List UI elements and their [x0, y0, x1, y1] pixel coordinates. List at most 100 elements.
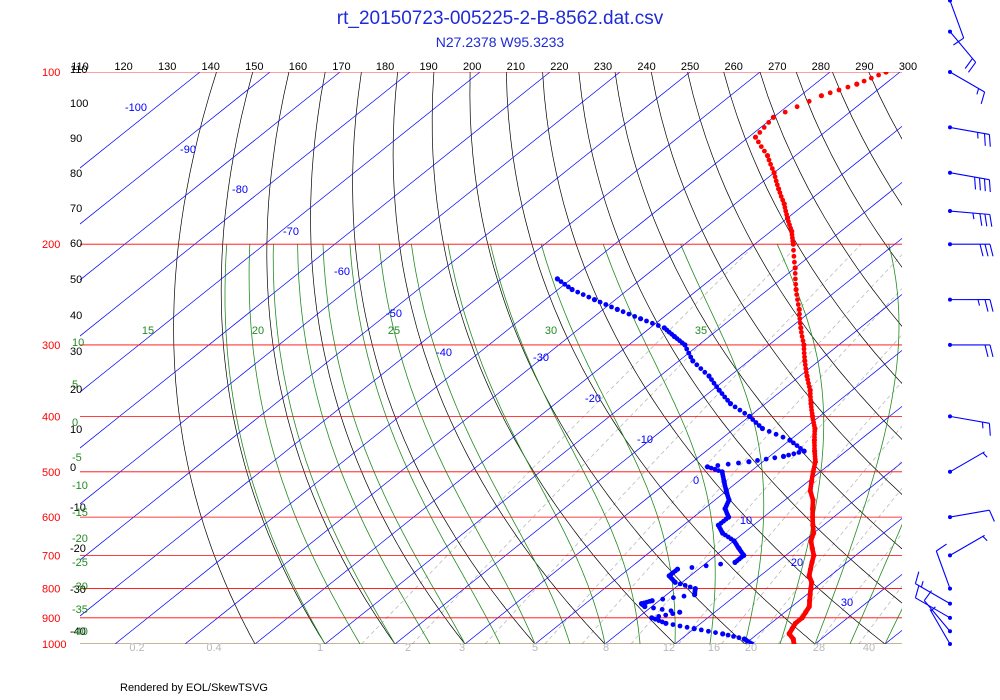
temperature-point: [781, 201, 787, 207]
dewpoint-point: [773, 431, 779, 437]
chart-title: rt_20150723-005225-2-B-8562.dat.csv: [336, 8, 664, 29]
top-axis-tick-label: 230: [594, 61, 612, 73]
dewpoint-point: [554, 276, 561, 282]
dry-adiabat-line: [650, 72, 902, 495]
dewpoint-point: [720, 631, 726, 637]
dewpoint-point: [686, 350, 692, 356]
dewpoint-point: [704, 464, 711, 470]
top-axis-tick-label: 220: [550, 61, 568, 73]
temperature-point: [771, 170, 777, 176]
top-axis-tick-label: 250: [681, 61, 699, 73]
dry-adiabat-line: [505, 72, 816, 644]
pressure-tick-label: 100: [42, 67, 60, 79]
dewpoint-point: [796, 450, 802, 455]
pressure-tick-label: 900: [42, 613, 60, 625]
top-axis-tick-label: 200: [463, 61, 481, 73]
dewpoint-point: [677, 623, 683, 629]
dewpoint-point: [732, 404, 738, 410]
dewpoint-point: [597, 299, 603, 305]
dewpoint-point: [603, 302, 609, 307]
wind-barb-staff: [949, 31, 977, 63]
temperature-point: [801, 350, 807, 356]
dewpoint-point: [580, 292, 586, 297]
temperature-point: [798, 325, 804, 331]
wind-barb-feather: [984, 244, 989, 257]
isotherm-label: -90: [180, 144, 196, 156]
dewpoint-point: [626, 311, 632, 317]
moist-adiabat-line: [297, 244, 431, 644]
wind-barb-feather: [978, 177, 981, 191]
moist-adiabat-label: -10: [72, 480, 88, 492]
dewpoint-point: [558, 279, 564, 284]
moist-adiabat-label: -35: [72, 604, 88, 616]
dewpoint-point: [632, 314, 638, 319]
top-axis-tick-label: 270: [768, 61, 786, 73]
moist-adiabat-line: [378, 244, 536, 644]
isotherm-label: -40: [436, 347, 452, 359]
left-scale-label: -10: [70, 502, 86, 514]
top-axis-tick-label: 120: [114, 61, 132, 73]
temperature-point: [984, 33, 989, 38]
left-scale-label: 60: [70, 238, 82, 250]
temperature-point: [802, 354, 807, 360]
temperature-point: [778, 194, 784, 199]
pressure-tick-label: 500: [42, 467, 60, 479]
wind-barb-half-feather: [982, 536, 988, 542]
left-scale-label: -20: [70, 543, 86, 555]
moist-adiabat-label: -5: [72, 452, 82, 464]
mixing-ratio-line: [816, 532, 902, 644]
left-scale-label: 50: [70, 274, 82, 286]
wind-barb: [948, 209, 993, 227]
temperature-point: [802, 362, 808, 368]
moist-adiabat-line: [884, 608, 902, 644]
dewpoint-point: [689, 565, 695, 570]
dewpoint-point: [713, 630, 718, 635]
mixing-ratio-line: [721, 425, 902, 644]
pressure-tick-label: 300: [42, 340, 60, 352]
dry-adiabat-line: [905, 72, 1000, 644]
temperature-point: [792, 265, 798, 271]
axis-labels: 110 120 130 140 150 160 170 180 190 200 210 220 230 2…: [42, 61, 917, 654]
dewpoint-point: [722, 394, 728, 400]
dry-adiabat-line: [173, 72, 256, 644]
wind-barb-feather: [953, 37, 965, 46]
temperature-point: [774, 182, 780, 188]
dewpoint-point: [674, 566, 681, 572]
temperature-point: [776, 186, 782, 192]
isotherm-label: -30: [533, 352, 549, 364]
mixing-ratio-line: [484, 243, 862, 644]
dewpoint-point: [716, 387, 722, 393]
grid-layer: [80, 72, 1000, 644]
mixing-ratio-label: 28: [813, 642, 825, 654]
dewpoint-point: [741, 636, 747, 642]
temperature-point: [797, 316, 803, 322]
isotherm-line: [254, 125, 902, 644]
mixing-ratio-line: [678, 381, 902, 644]
wind-barb-half-feather: [972, 212, 975, 220]
dewpoint-point: [780, 434, 786, 440]
mixing-ratio-label: 0.2: [129, 642, 144, 654]
wind-barb-staff: [949, 509, 990, 518]
dewpoint-point: [725, 632, 731, 638]
sounding-layer: [554, 33, 989, 644]
temperature-point: [770, 114, 777, 120]
temperature-point: [777, 190, 783, 196]
left-scale-label: 20: [70, 384, 82, 396]
left-scale-label: 110: [70, 64, 88, 76]
temperature-point: [758, 144, 764, 150]
temperature-point: [944, 43, 949, 48]
top-axis-tick-label: 180: [376, 61, 394, 73]
dry-adiabat-line: [266, 72, 396, 644]
dry-adiabat-line: [392, 72, 606, 644]
isotherm-label: 0: [693, 475, 699, 487]
isotherm-line: [80, 72, 551, 449]
isotherm-line: [884, 629, 902, 644]
temperature-point: [780, 197, 786, 203]
dewpoint-point: [691, 626, 697, 632]
dewpoint-point: [750, 417, 756, 422]
wind-barb-feather: [988, 509, 995, 522]
wind-barb: [948, 29, 977, 73]
wind-barb-feather: [983, 178, 986, 192]
mixing-ratio-label: 16: [708, 642, 720, 654]
